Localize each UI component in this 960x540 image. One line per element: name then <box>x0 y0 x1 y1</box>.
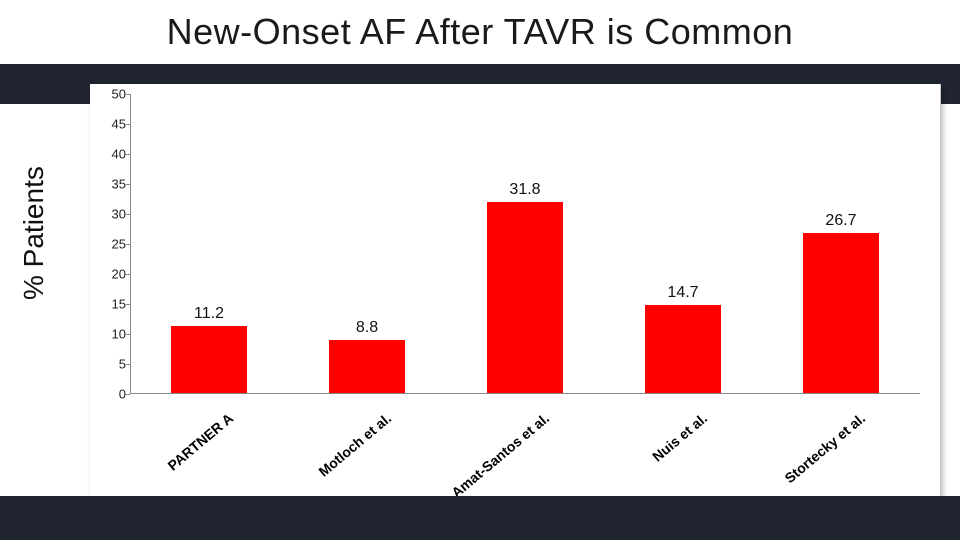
bar-value-label: 8.8 <box>307 319 427 337</box>
bar <box>803 233 879 393</box>
bar-value-label: 26.7 <box>781 212 901 230</box>
bar-chart: 0510152025303540455011.2PARTNER A8.8Motl… <box>130 94 920 394</box>
y-tick-label: 0 <box>100 387 126 402</box>
y-tick-label: 15 <box>100 297 126 312</box>
chart-container: 0510152025303540455011.2PARTNER A8.8Motl… <box>90 84 941 504</box>
bar <box>645 305 721 393</box>
bar <box>329 340 405 393</box>
y-axis-label: % Patients <box>18 166 50 300</box>
y-tick-mark <box>126 304 130 305</box>
x-axis-line <box>130 393 920 394</box>
bar <box>487 202 563 393</box>
y-tick-mark <box>126 124 130 125</box>
bar-value-label: 31.8 <box>465 181 585 199</box>
y-tick-mark <box>126 214 130 215</box>
y-tick-label: 40 <box>100 147 126 162</box>
y-tick-label: 5 <box>100 357 126 372</box>
bar-value-label: 11.2 <box>149 305 269 323</box>
y-tick-mark <box>126 274 130 275</box>
y-tick-label: 35 <box>100 177 126 192</box>
y-tick-mark <box>126 244 130 245</box>
y-tick-label: 50 <box>100 87 126 102</box>
y-tick-mark <box>126 394 130 395</box>
y-tick-mark <box>126 154 130 155</box>
y-axis-line <box>130 94 131 394</box>
y-tick-mark <box>126 364 130 365</box>
y-tick-mark <box>126 334 130 335</box>
y-tick-label: 20 <box>100 267 126 282</box>
y-tick-label: 30 <box>100 207 126 222</box>
y-tick-mark <box>126 184 130 185</box>
y-tick-label: 25 <box>100 237 126 252</box>
y-tick-label: 10 <box>100 327 126 342</box>
bar-value-label: 14.7 <box>623 284 743 302</box>
title-bar: New-Onset AF After TAVR is Common <box>0 0 960 65</box>
bar <box>171 326 247 393</box>
y-tick-label: 45 <box>100 117 126 132</box>
page-title: New-Onset AF After TAVR is Common <box>167 11 794 53</box>
slide: New-Onset AF After TAVR is Common % Pati… <box>0 0 960 540</box>
y-tick-mark <box>126 94 130 95</box>
decor-band-bottom <box>0 496 960 540</box>
